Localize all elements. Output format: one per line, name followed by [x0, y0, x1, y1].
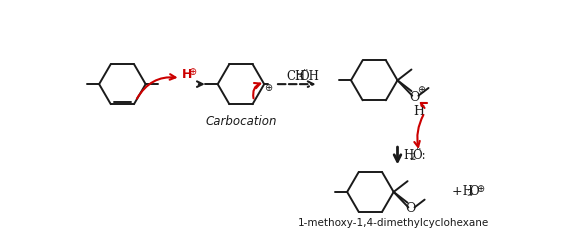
Text: ⊕: ⊕ [416, 84, 425, 94]
Text: 2: 2 [409, 153, 415, 162]
Text: H: H [413, 105, 424, 118]
Text: Ö:: Ö: [412, 149, 426, 162]
Text: 3: 3 [467, 189, 473, 198]
Text: 3: 3 [296, 74, 302, 82]
Text: 1-methoxy-1,4-dimethylcyclohexane: 1-methoxy-1,4-dimethylcyclohexane [298, 218, 489, 228]
Text: O: O [410, 91, 420, 104]
Text: Carbocation: Carbocation [205, 115, 276, 128]
Text: ⊕: ⊕ [476, 184, 484, 194]
Text: +: + [452, 185, 463, 198]
Text: O: O [406, 202, 416, 215]
Text: H: H [458, 185, 473, 198]
Text: ⊕: ⊕ [188, 67, 196, 77]
Text: H: H [182, 68, 192, 81]
Text: ⊕: ⊕ [264, 83, 272, 93]
Text: O: O [469, 185, 479, 198]
Text: CH: CH [286, 70, 305, 83]
Text: ÖH: ÖH [300, 70, 320, 83]
Text: H: H [404, 149, 414, 162]
